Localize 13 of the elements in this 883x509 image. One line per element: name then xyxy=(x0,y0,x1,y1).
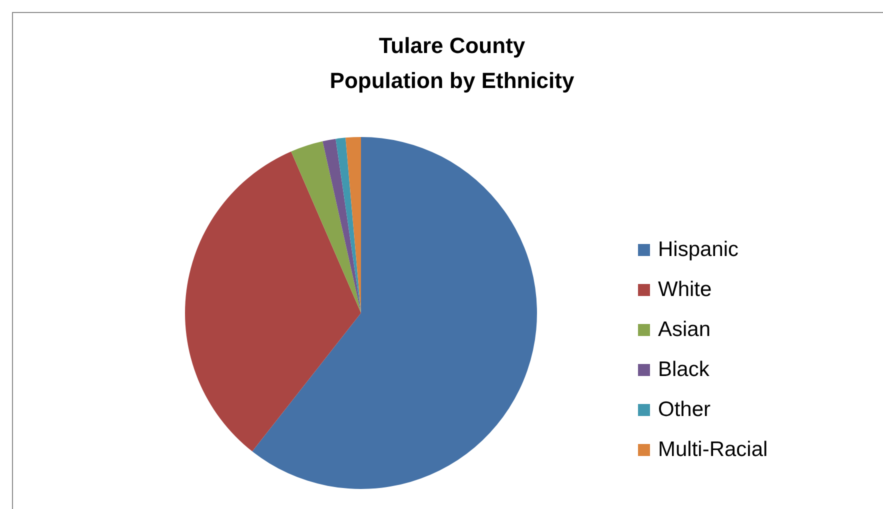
pie-slice xyxy=(322,138,361,313)
pie-slice xyxy=(346,137,361,313)
pie-slice xyxy=(252,137,537,489)
legend-label: White xyxy=(657,277,713,303)
legend-label: Hispanic xyxy=(657,237,740,263)
legend-label: Multi-Racial xyxy=(657,437,769,463)
pie-slice xyxy=(336,138,361,313)
chart-title: Tulare County Population by Ethnicity xyxy=(328,32,576,95)
pie-slice xyxy=(291,141,361,313)
legend-label: Black xyxy=(657,357,710,383)
legend-label: Other xyxy=(657,397,712,423)
legend-label: Asian xyxy=(657,317,712,343)
pie-slice xyxy=(185,151,361,452)
